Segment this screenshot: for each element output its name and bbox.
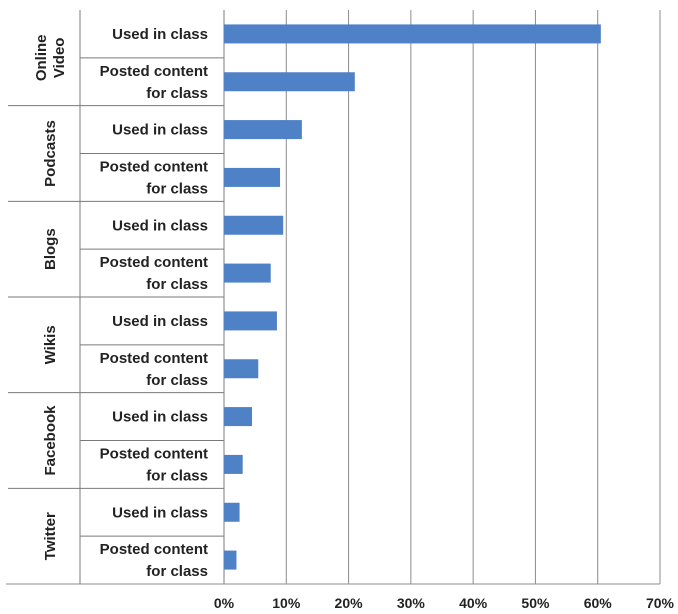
group-label: Online xyxy=(33,34,50,81)
bar xyxy=(224,550,237,570)
category-label: for class xyxy=(146,467,208,484)
category-label: Posted content xyxy=(100,63,208,80)
bar xyxy=(224,454,243,474)
x-tick-label: 30% xyxy=(397,595,426,611)
x-axis-ticks: 0% 10% 20% 30% 40% 50% 60% 70% xyxy=(214,595,675,611)
group-label: Video xyxy=(51,38,68,79)
category-label: for class xyxy=(146,276,208,293)
group-label: Facebook xyxy=(42,405,59,476)
group-label: Wikis xyxy=(42,325,59,364)
x-tick-label: 0% xyxy=(214,595,235,611)
category-label: Used in class xyxy=(112,313,208,330)
category-label: Used in class xyxy=(112,26,208,43)
category-label: Used in class xyxy=(112,409,208,426)
bar xyxy=(224,263,271,283)
x-tick-label: 40% xyxy=(459,595,488,611)
group-label: Twitter xyxy=(42,512,59,560)
bars xyxy=(224,24,601,570)
category-label: Posted content xyxy=(100,158,208,175)
x-tick-label: 60% xyxy=(584,595,613,611)
bar xyxy=(224,311,277,331)
category-label: Used in class xyxy=(112,122,208,139)
bar xyxy=(224,359,259,379)
group-label: Blogs xyxy=(42,228,59,270)
x-tick-label: 70% xyxy=(646,595,675,611)
grid-lines xyxy=(6,10,661,585)
bar xyxy=(224,72,355,92)
category-label: Posted content xyxy=(100,350,208,367)
category-label: Used in class xyxy=(112,504,208,521)
bar xyxy=(224,407,253,427)
x-tick-label: 50% xyxy=(521,595,550,611)
category-label: for class xyxy=(146,180,208,197)
bar xyxy=(224,24,601,44)
category-label: Posted content xyxy=(100,541,208,558)
bar xyxy=(224,502,240,522)
category-label: Posted content xyxy=(100,445,208,462)
x-tick-label: 10% xyxy=(272,595,301,611)
group-label: Podcasts xyxy=(42,120,59,187)
category-label: for class xyxy=(146,85,208,102)
bar xyxy=(224,167,281,187)
category-label: Posted content xyxy=(100,254,208,271)
category-label: for class xyxy=(146,563,208,580)
category-label: for class xyxy=(146,372,208,389)
bar xyxy=(224,120,302,140)
bar xyxy=(224,215,284,235)
category-axis: Used in class Posted content for class Used… xyxy=(8,10,224,584)
x-tick-label: 20% xyxy=(335,595,364,611)
category-label: Used in class xyxy=(112,217,208,234)
